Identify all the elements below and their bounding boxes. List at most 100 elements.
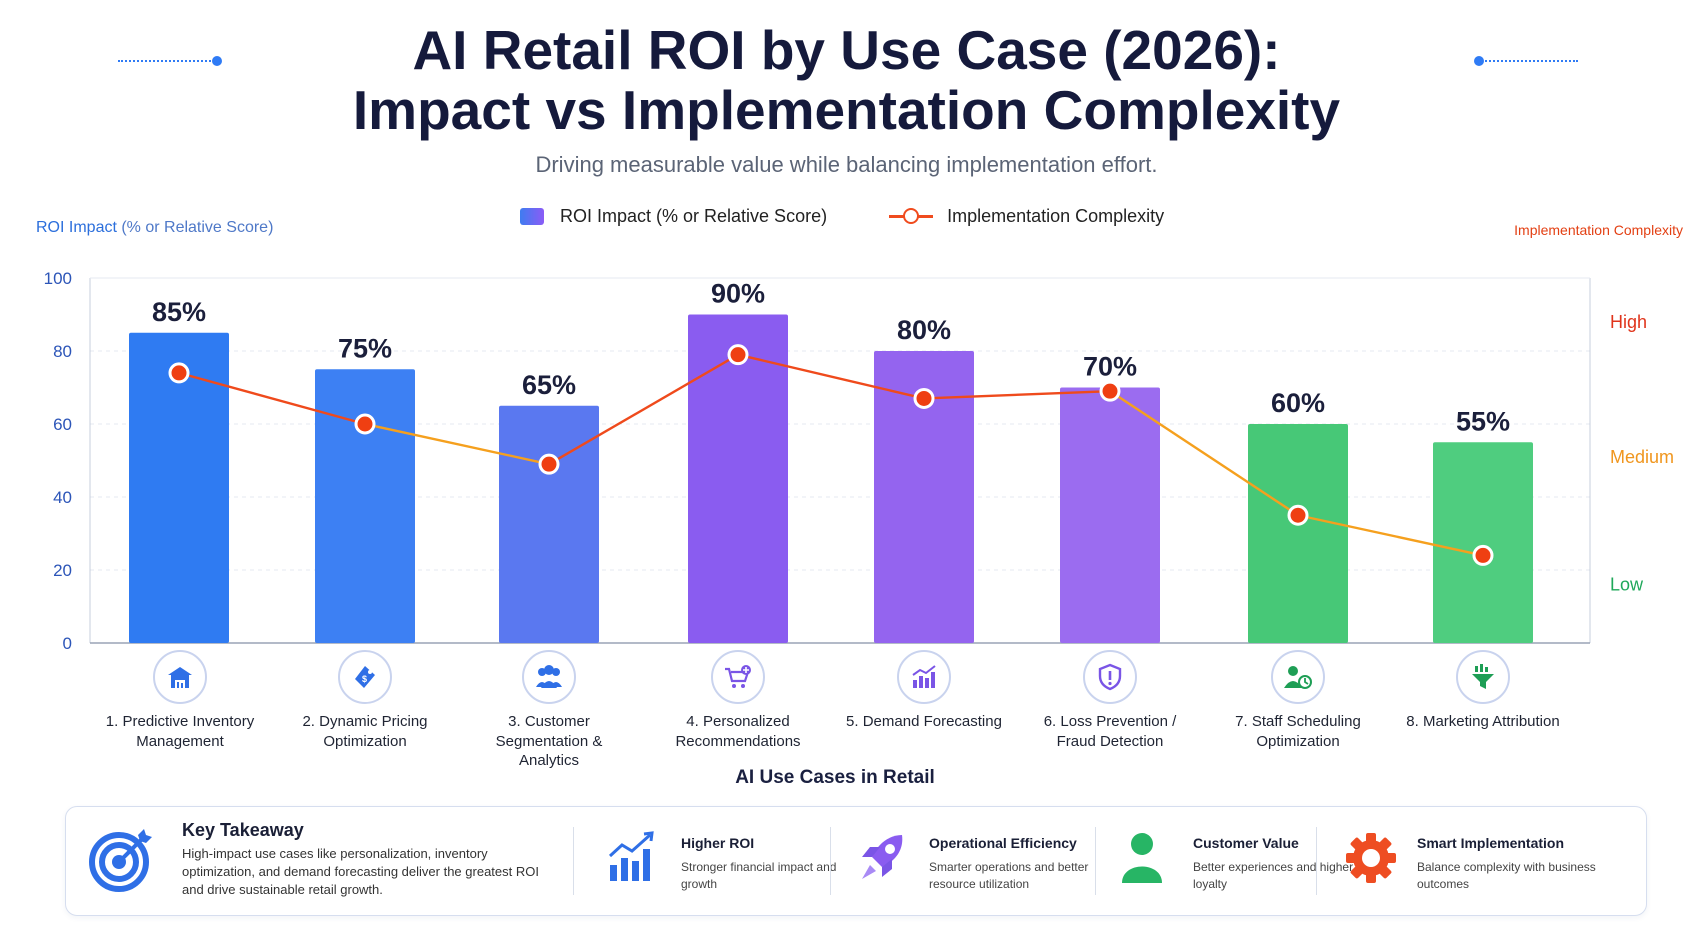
- bar: [1248, 424, 1348, 643]
- use-case-label: 1. Predictive Inventory Management: [105, 713, 255, 750]
- use-case-1: 1. Predictive Inventory Management: [100, 650, 260, 751]
- feature-description: Better experiences and higher loyalty: [1193, 860, 1354, 891]
- gear-icon: [1344, 831, 1400, 892]
- shopping-cart-icon: [711, 650, 765, 704]
- bar: [129, 332, 229, 643]
- use-case-5: 5. Demand Forecasting: [844, 650, 1004, 732]
- use-case-2: $ 2. Dynamic Pricing Optimization: [285, 650, 445, 751]
- right-axis-label: Low: [1610, 575, 1644, 595]
- complexity-line-segment: [737, 353, 925, 400]
- use-case-label: 2. Dynamic Pricing Optimization: [302, 713, 428, 750]
- use-case-4: 4. Personalized Recommendations: [658, 650, 818, 751]
- right-axis-label: Medium: [1610, 447, 1674, 467]
- feature-description: Smarter operations and better resource u…: [929, 860, 1089, 891]
- bar: [874, 351, 974, 643]
- feature-description: Balance complexity with business outcome…: [1417, 860, 1596, 891]
- use-case-label: 7. Staff Scheduling Optimization: [1235, 713, 1361, 750]
- y-tick-label: 40: [53, 488, 72, 507]
- complexity-line-segment: [364, 422, 550, 466]
- rocket-icon: [856, 831, 910, 890]
- shield-alert-icon: [1083, 650, 1137, 704]
- use-case-6: 6. Loss Prevention / Fraud Detection: [1030, 650, 1190, 751]
- right-axis-title: Implementation Complexity: [1514, 222, 1683, 238]
- complexity-point: [168, 362, 190, 384]
- warehouse-icon: [153, 650, 207, 704]
- y-tick-label: 20: [53, 561, 72, 580]
- use-case-7: 7. Staff Scheduling Optimization: [1218, 650, 1378, 751]
- use-case-label: 5. Demand Forecasting: [846, 713, 1002, 730]
- bar-data-label: 85%: [152, 297, 206, 327]
- complexity-line-segment: [1109, 390, 1299, 517]
- funnel-icon: [1456, 650, 1510, 704]
- complexity-point: [538, 453, 560, 475]
- takeaway-body: High-impact use cases like personalizati…: [182, 846, 539, 897]
- bar-data-label: 65%: [522, 370, 576, 400]
- use-case-label: 4. Personalized Recommendations: [675, 713, 801, 750]
- takeaway-title: Key Takeaway: [182, 820, 304, 840]
- panel-divider: [573, 827, 574, 895]
- bar-data-label: 70%: [1083, 352, 1137, 382]
- roi-complexity-chart: 0 20 40 60 80 100 High Medium Low 85% 75% 65% 90% 80%…: [44, 269, 1674, 653]
- complexity-point: [913, 387, 935, 409]
- complexity-line-segment: [1297, 514, 1484, 557]
- x-axis-title: AI Use Cases in Retail: [735, 767, 935, 788]
- use-case-3: 3. Customer Segmentation & Analytics: [469, 650, 629, 771]
- customer-icon: [1120, 831, 1170, 890]
- right-axis-label: High: [1610, 312, 1647, 332]
- bar: [1060, 387, 1160, 643]
- y-tick-label: 0: [63, 634, 72, 653]
- trend-chart-icon: [897, 650, 951, 704]
- svg-text:$: $: [362, 674, 367, 684]
- bar-data-label: 55%: [1456, 406, 1510, 436]
- page-title-line2: Impact vs Implementation Complexity: [352, 79, 1341, 141]
- complexity-line-segment: [548, 353, 739, 466]
- complexity-line-segment: [178, 371, 366, 426]
- page-subtitle: Driving measurable value while balancing…: [535, 152, 1158, 177]
- use-case-label: 3. Customer Segmentation & Analytics: [495, 713, 603, 769]
- bar-data-label: 60%: [1271, 388, 1325, 418]
- left-axis-title: ROI Impact (% or Relative Score): [36, 219, 273, 237]
- y-tick-label: 60: [53, 415, 72, 434]
- legend-roi-swatch: [520, 208, 544, 225]
- page-title-line1: AI Retail ROI by Use Case (2026):: [412, 19, 1281, 81]
- use-case-label: 6. Loss Prevention / Fraud Detection: [1043, 713, 1177, 750]
- legend-complexity-marker: [889, 208, 934, 224]
- bar: [688, 314, 788, 643]
- complexity-line-segment: [923, 389, 1111, 400]
- bar: [499, 405, 599, 643]
- complexity-point: [1287, 504, 1309, 526]
- feature-title: Higher ROI: [681, 835, 755, 851]
- left-axis-title-main: ROI Impact: [36, 219, 117, 236]
- use-case-label: 8. Marketing Attribution: [1406, 713, 1560, 730]
- key-takeaway-panel: Key Takeaway High-impact use cases like …: [65, 806, 1647, 916]
- bar: [315, 369, 415, 643]
- bar: [1433, 442, 1533, 643]
- feature-title: Smart Implementation: [1417, 835, 1565, 851]
- left-axis-title-unit: (% or Relative Score): [116, 219, 274, 236]
- use-case-8: 8. Marketing Attribution: [1403, 650, 1563, 732]
- title-decoration-right: [1474, 56, 1578, 66]
- feature-title: Customer Value: [1193, 835, 1299, 851]
- legend-complexity-label: Implementation Complexity: [947, 206, 1165, 226]
- target-icon: [88, 827, 154, 898]
- feature-title: Operational Efficiency: [929, 835, 1077, 851]
- price-tag-icon: $: [338, 650, 392, 704]
- bar-data-label: 90%: [711, 279, 765, 309]
- complexity-point: [1472, 544, 1494, 566]
- y-tick-label: 80: [53, 342, 72, 361]
- staff-clock-icon: [1271, 650, 1325, 704]
- chart-legend: ROI Impact (% or Relative Score) Impleme…: [520, 206, 1164, 227]
- legend-roi-label: ROI Impact (% or Relative Score): [560, 206, 828, 226]
- bar-data-label: 75%: [338, 333, 392, 363]
- panel-divider: [1095, 827, 1096, 895]
- panel-divider: [1316, 827, 1317, 895]
- bar-data-label: 80%: [897, 315, 951, 345]
- growth-chart-icon: [608, 831, 660, 890]
- title-decoration-left: [118, 56, 222, 66]
- complexity-point: [354, 413, 376, 435]
- complexity-point: [727, 344, 749, 366]
- y-tick-label: 100: [44, 269, 72, 288]
- panel-divider: [830, 827, 831, 895]
- feature-description: Stronger financial impact and growth: [681, 860, 837, 891]
- people-group-icon: [522, 650, 576, 704]
